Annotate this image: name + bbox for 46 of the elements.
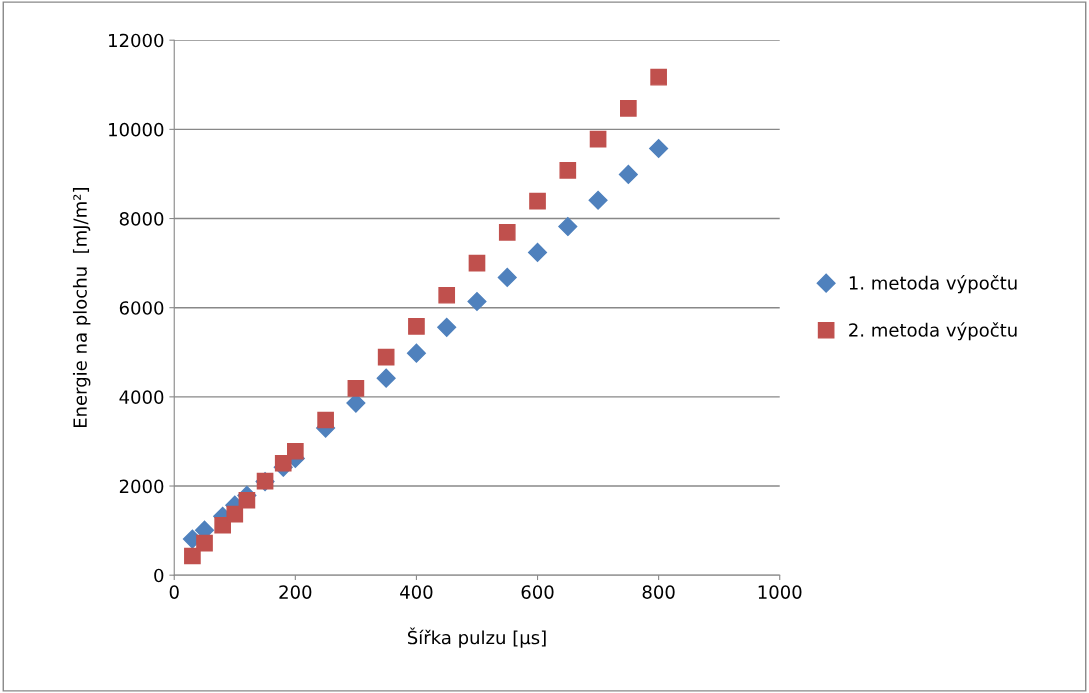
point (238, 491, 256, 509)
point (498, 224, 516, 241)
point (226, 505, 244, 523)
x-tick-label: 400 (400, 585, 433, 599)
point (347, 380, 365, 397)
legend-label: 2. metoda výpočtu (849, 322, 1017, 341)
point (287, 442, 304, 460)
point (467, 291, 487, 311)
point (274, 454, 292, 472)
point (437, 317, 457, 337)
point (527, 242, 548, 262)
point (589, 130, 607, 148)
point (649, 138, 669, 159)
y-tick-label: 2000 (119, 479, 164, 494)
point (376, 368, 396, 388)
y-tick-label: 12000 (109, 33, 164, 48)
point (406, 343, 426, 363)
point (214, 516, 232, 534)
point (468, 254, 486, 272)
x-tick-label: 0 (169, 585, 179, 599)
x-tick-label: 600 (521, 585, 554, 599)
point (558, 217, 578, 237)
point (650, 68, 667, 86)
point (196, 534, 213, 552)
point (497, 267, 517, 287)
point (317, 411, 334, 429)
y-tick-label: 4000 (119, 390, 164, 404)
point (620, 100, 637, 117)
point (618, 164, 638, 184)
x-tick-label: 1000 (758, 585, 802, 599)
point (438, 286, 456, 304)
y-tick-label: 6000 (119, 301, 164, 315)
x-tick-label: 800 (642, 585, 675, 599)
y-tick-label: 0 (154, 568, 164, 583)
point (408, 318, 425, 335)
y-tick-label: 8000 (119, 211, 164, 226)
legend-label: 1. metoda výpočtu (849, 275, 1017, 294)
point (529, 192, 546, 210)
x-tick-label: 200 (279, 585, 312, 599)
point (184, 547, 201, 565)
x-axis-title: Šířka pulzu [µs] (407, 627, 546, 648)
point (588, 190, 608, 210)
y-axis-title: Energie na plochu [mJ/m²] (72, 188, 91, 428)
point (559, 162, 577, 179)
y-tick-label: 10000 (109, 122, 164, 137)
point (377, 348, 395, 366)
